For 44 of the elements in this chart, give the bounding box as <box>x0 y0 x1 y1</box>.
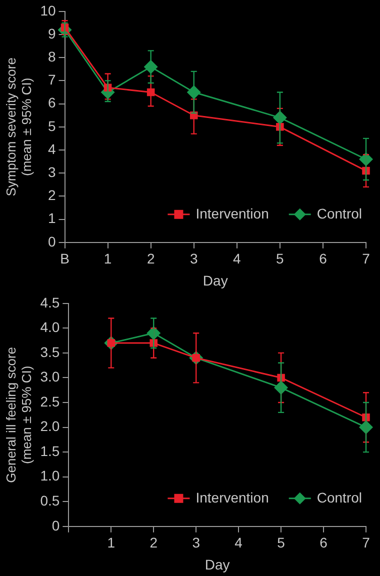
y-tick-label: 2 <box>48 187 56 204</box>
x-axis-title: Day <box>202 272 228 288</box>
y-tick-label: 3.5 <box>40 344 60 360</box>
x-axis-title: Day <box>204 556 230 572</box>
y-tick-label: 4 <box>48 140 56 157</box>
x-tick-label: 3 <box>190 250 198 267</box>
y-tick-label: 9 <box>48 25 56 42</box>
y-tick-label: 1.0 <box>40 468 60 484</box>
x-tick-label: 1 <box>107 534 116 551</box>
legend-label: Control <box>316 489 362 506</box>
x-tick-label: 4 <box>234 534 243 551</box>
x-tick-label: 6 <box>319 250 328 267</box>
x-tick-label: 5 <box>277 534 286 551</box>
x-tick-label: 7 <box>362 534 370 551</box>
y-tick-label: 2.5 <box>40 393 60 410</box>
y-tick-label: 6 <box>48 94 56 111</box>
y-tick-label: 8 <box>48 48 56 64</box>
x-tick-label: 1 <box>104 250 112 267</box>
y-tick-label: 4.0 <box>40 319 60 336</box>
x-tick-label: 5 <box>276 250 284 267</box>
y-axis-title: Symptom severity score (mean ± 95% CI) <box>3 58 34 196</box>
y-tick-label: 0.5 <box>40 492 60 508</box>
y-tick-label: 3.0 <box>40 368 60 385</box>
y-tick-label: 1 <box>48 210 56 226</box>
x-tick-label: B <box>60 250 70 267</box>
y-tick-label: 7 <box>48 72 56 88</box>
y-tick-label: 5 <box>48 118 56 134</box>
y-tick-label: 2.0 <box>40 418 60 434</box>
x-tick-label: 7 <box>362 250 370 267</box>
y-tick-label: 0 <box>52 517 60 534</box>
x-tick-label: 3 <box>192 534 200 551</box>
legend-label: Control <box>316 205 362 222</box>
x-tick-label: 2 <box>150 534 158 551</box>
y-axis-title: General ill feeling score (mean ± 95% CI) <box>3 346 34 483</box>
y-tick-label: 3 <box>48 164 56 180</box>
y-tick-label: 10 <box>40 2 56 18</box>
x-tick-label: 4 <box>233 250 242 267</box>
y-tick-label: 4.5 <box>40 294 60 310</box>
x-tick-label: 2 <box>146 250 155 267</box>
y-tick-label: 0 <box>48 233 56 250</box>
legend-label: Intervention <box>196 205 269 222</box>
y-tick-label: 1.5 <box>40 442 60 459</box>
legend-label: Intervention <box>196 489 269 506</box>
x-tick-label: 6 <box>320 534 328 551</box>
